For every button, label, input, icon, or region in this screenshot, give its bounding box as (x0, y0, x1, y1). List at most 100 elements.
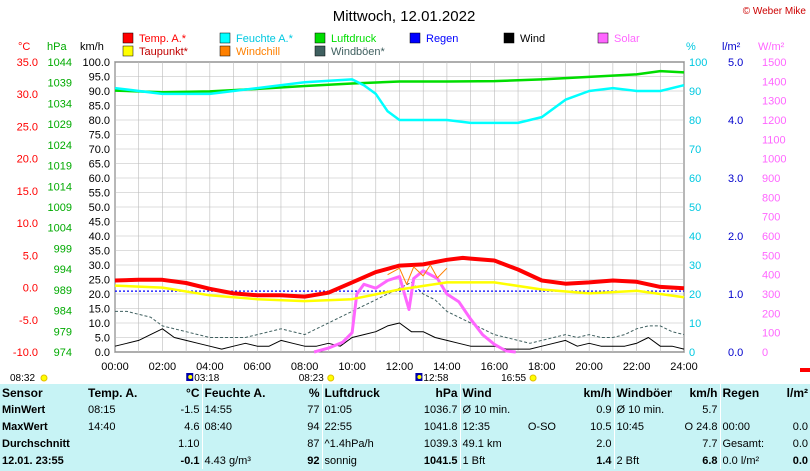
legend-label: Windchill (236, 46, 280, 58)
series-solar-line (313, 269, 516, 354)
wind-tick-label: 85.0 (89, 101, 110, 113)
rain-total-label: Gesamt: (719, 435, 772, 452)
gust-min-value: 5.7 (702, 403, 718, 416)
legend-label: Luftdruck (331, 33, 377, 45)
hum-min-value: 77 (307, 403, 320, 416)
rain-unit-label: l/m² (722, 41, 741, 53)
pres-max-value: 1041.8 (423, 420, 458, 433)
legend-label: Taupunkt* (139, 46, 189, 58)
wind-tick-label: 55.0 (89, 188, 110, 200)
humidity-tick-label: 10 (689, 318, 701, 330)
gust-max-time: 10:45 (613, 418, 672, 435)
pressure-tick-label: 1024 (48, 140, 72, 152)
pres-min-time: 01:05 (321, 401, 390, 418)
wind-tick-label: 45.0 (89, 217, 110, 229)
header-humidity-unit: % (308, 385, 320, 400)
x-tick-label: 14:00 (433, 361, 461, 373)
solar-tick-label: 800 (762, 192, 780, 204)
pressure-unit-label: hPa (47, 41, 67, 53)
humidity-tick-label: 30 (689, 260, 701, 272)
wind-avg-value: 2.0 (596, 437, 612, 450)
table-row-avg: Durchschnitt 1.10 87 ^1.4hPa/h 1039.3 49… (0, 435, 810, 452)
edge-marker (800, 368, 810, 372)
chart-legend: Temp. A.* Feuchte A.* Luftdruck Regen Wind So… (122, 32, 640, 58)
solar-tick-label: 600 (762, 231, 780, 243)
row-label: MaxWert (2, 420, 48, 433)
pres-max-time: 22:55 (321, 418, 390, 435)
solar-tick-label: 1300 (762, 96, 786, 108)
header-sensor: Sensor (2, 385, 43, 400)
pressure-tick-label: 1034 (48, 98, 72, 110)
rain-min-value (772, 401, 810, 418)
wind-distance: 49.1 km (459, 435, 520, 452)
solar-tick-label: 1200 (762, 115, 786, 127)
rain-current-label: 0.0 l/m² (719, 452, 772, 469)
temp-tick-label: 5.0 (23, 250, 38, 262)
legend-label: Solar (614, 33, 640, 45)
legend-swatch (122, 45, 134, 57)
solar-tick-label: 500 (762, 250, 780, 262)
humidity-tick-label: 70 (689, 144, 701, 156)
series-windböen-line (115, 281, 685, 344)
legend-label: Windböen* (331, 46, 386, 58)
hum-min-time: 14:55 (201, 401, 272, 418)
rain-min-time (719, 401, 772, 418)
pressure-tick-label: 1004 (48, 223, 72, 235)
temp-tick-label: 25.0 (17, 121, 38, 133)
rain-tick-label: 2.0 (728, 231, 743, 243)
solar-tick-label: 1000 (762, 154, 786, 166)
wind-max-value: 10.5 (590, 420, 612, 433)
row-label: 12.01. 23:55 (2, 454, 64, 467)
pressure-tick-label: 1009 (48, 202, 72, 214)
wind-tick-label: 80.0 (89, 115, 110, 127)
series-wind-line (114, 322, 685, 350)
gust-current-value: 6.8 (702, 454, 718, 467)
wind-current-value: 1.4 (596, 454, 612, 467)
header-wind: Wind (459, 384, 520, 401)
table-header-row: Sensor Temp. A. °C Feuchte A. % Luftdruc… (0, 384, 810, 401)
axis-ticks: 35.0 30.0 25.0 20.0 15.0 10.0 5.0 0.0 -5.0 -10.0 1… (13, 57, 787, 373)
header-rain: Regen (719, 384, 772, 401)
series-temp-a-line (114, 255, 685, 299)
temp-tick-label: 0.0 (23, 283, 38, 295)
pres-trend: ^1.4hPa/h (321, 435, 390, 452)
row-label: MinWert (2, 403, 46, 416)
solar-tick-label: 300 (762, 289, 780, 301)
temp-max-value: 4.6 (184, 420, 200, 433)
temp-unit-label: °C (18, 41, 30, 53)
solar-tick-label: 400 (762, 270, 780, 282)
legend-swatch (314, 45, 326, 57)
rain-tick-label: 0.0 (728, 347, 743, 359)
wind-tick-label: 100.0 (82, 57, 110, 69)
wind-tick-label: 15.0 (89, 304, 110, 316)
pres-min-value: 1036.7 (423, 403, 458, 416)
pressure-tick-label: 994 (54, 264, 72, 276)
temp-current-value: -0.1 (180, 454, 200, 467)
moonrise-time: 03:18 (194, 373, 219, 384)
legend-swatch (122, 32, 134, 44)
rain-tick-label: 4.0 (728, 115, 743, 127)
temp-avg-value: 1.10 (178, 437, 200, 450)
header-gust: Windböen (613, 384, 672, 401)
legend-swatch (409, 32, 421, 44)
x-tick-label: 06:00 (243, 361, 271, 373)
gust-max-value: 24.8 (696, 420, 718, 433)
copyright-label: © Weber Mike (743, 6, 807, 17)
wind-tick-label: 75.0 (89, 130, 110, 142)
pressure-tick-label: 999 (54, 243, 72, 255)
temp-max-time: 14:40 (88, 420, 116, 433)
gust-min-time: Ø 10 min. (613, 401, 672, 418)
wind-min-time: Ø 10 min. (459, 401, 520, 418)
x-tick-label: 12:00 (386, 361, 414, 373)
weather-chart: Mittwoch, 12.01.2022 © Weber Mike Temp. … (10, 6, 810, 384)
legend-swatch (314, 32, 326, 44)
pressure-tick-label: 974 (54, 347, 72, 359)
x-tick-label: 18:00 (528, 361, 556, 373)
temp-tick-label: 35.0 (17, 57, 38, 69)
sun-icon (327, 374, 335, 382)
temp-tick-label: 15.0 (17, 186, 38, 198)
rain-total-value: 0.0 (792, 437, 808, 450)
wind-tick-label: 65.0 (89, 159, 110, 171)
legend-label: Wind (520, 33, 545, 45)
moonset-time: 12:58 (423, 373, 448, 384)
